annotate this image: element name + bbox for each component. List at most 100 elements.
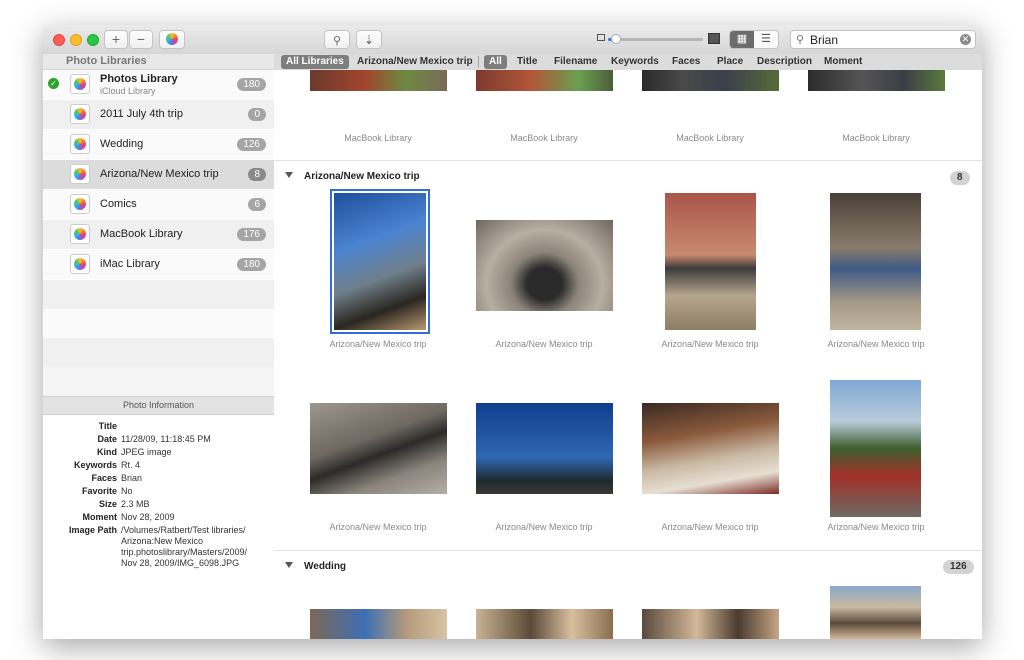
info-value xyxy=(121,421,261,432)
photo-thumbnail[interactable] xyxy=(665,193,756,330)
all-libraries-button[interactable]: All Libraries xyxy=(281,55,349,69)
photo-thumbnail[interactable] xyxy=(830,380,921,517)
photo-thumbnail[interactable] xyxy=(310,70,447,91)
photo-thumbnail[interactable] xyxy=(310,609,447,639)
sidebar-item-2011-july-4th-trip[interactable]: 2011 July 4th trip 0 xyxy=(43,100,274,130)
library-icon xyxy=(70,74,90,94)
disclosure-triangle-icon[interactable] xyxy=(285,562,293,568)
section-title: Wedding xyxy=(304,561,347,572)
info-value: 11/28/09, 11:18:45 PM xyxy=(121,434,211,444)
toolbar: + − ⚲ ⇣ ▦ ☰ ⚲ Brian ✕ xyxy=(43,25,982,55)
import-button[interactable]: ⇣ xyxy=(356,30,382,49)
app-window: + − ⚲ ⇣ ▦ ☰ ⚲ Brian ✕ Photo Libraries ✓ xyxy=(43,25,982,639)
find-button[interactable]: ⚲ xyxy=(324,30,350,49)
library-count: 176 xyxy=(237,228,266,241)
zoom-slider[interactable] xyxy=(608,38,703,41)
photo-thumbnail[interactable] xyxy=(476,403,613,494)
filter-place-button[interactable]: Place xyxy=(717,56,744,67)
photo-thumbnail[interactable] xyxy=(830,193,921,330)
remove-library-button[interactable]: − xyxy=(129,30,153,49)
list-icon: ☰ xyxy=(761,33,771,45)
info-key: Faces xyxy=(91,473,117,483)
photo-thumbnail[interactable] xyxy=(830,586,921,639)
photo-thumbnail[interactable] xyxy=(642,70,779,91)
filter-divider xyxy=(478,56,479,68)
photo-caption: MacBook Library xyxy=(842,133,910,143)
zoom-window-button[interactable] xyxy=(87,34,99,46)
info-row-size: Size 2.3 MB xyxy=(43,499,274,510)
section-count-badge: 8 xyxy=(950,171,970,185)
photo-thumbnail[interactable] xyxy=(476,70,613,91)
search-icon: ⚲ xyxy=(796,34,805,46)
clear-search-icon[interactable]: ✕ xyxy=(960,34,971,45)
photo-thumbnail[interactable] xyxy=(476,609,613,639)
photo-caption: MacBook Library xyxy=(676,133,744,143)
info-key: Size xyxy=(98,499,117,509)
sidebar-item-macbook-library[interactable]: MacBook Library 176 xyxy=(43,220,274,250)
info-key: Favorite xyxy=(81,486,117,496)
library-name: MacBook Library xyxy=(100,228,183,240)
filter-faces-button[interactable]: Faces xyxy=(672,56,701,67)
checkmark-icon: ✓ xyxy=(48,78,59,89)
zoom-slider-knob[interactable] xyxy=(610,34,621,44)
info-value: No xyxy=(121,486,133,496)
filter-description-button[interactable]: Description xyxy=(757,56,813,67)
view-mode-control: ▦ ☰ xyxy=(729,30,779,49)
info-key: Moment xyxy=(82,512,118,522)
photo-thumbnail[interactable] xyxy=(808,70,945,91)
magnifier-icon: ⚲ xyxy=(332,35,342,47)
info-row-faces: Faces Brian xyxy=(43,473,274,484)
sidebar-item-wedding[interactable]: Wedding 126 xyxy=(43,130,274,160)
info-value: Rt. 4 xyxy=(121,460,141,470)
photo-thumbnail[interactable] xyxy=(642,609,779,639)
photos-flower-icon xyxy=(166,33,178,45)
download-arrow-icon: ⇣ xyxy=(363,33,375,47)
info-value: Nov 28, 2009 xyxy=(121,512,175,522)
photo-thumbnail-selected[interactable] xyxy=(330,189,430,334)
info-value: JPEG image xyxy=(121,447,172,457)
library-name: Photos Library xyxy=(100,73,178,85)
photo-thumbnail[interactable] xyxy=(642,403,779,494)
sidebar-item-photos-library[interactable]: ✓ Photos Library iCloud Library 180 xyxy=(43,70,274,100)
info-value: /Volumes/Ratbert/Test libraries/ Arizona… xyxy=(121,525,248,568)
info-key: Image Path xyxy=(68,525,117,535)
filter-filename-button[interactable]: Filename xyxy=(554,56,598,67)
library-icon xyxy=(70,194,90,214)
search-input[interactable]: Brian xyxy=(810,33,839,47)
empty-row xyxy=(43,309,274,338)
section-divider xyxy=(274,160,982,161)
disclosure-triangle-icon[interactable] xyxy=(285,172,293,178)
filter-moment-button[interactable]: Moment xyxy=(824,56,863,67)
filter-all-button[interactable]: All xyxy=(484,55,507,69)
minimize-window-button[interactable] xyxy=(70,34,82,46)
info-key: Kind xyxy=(97,447,117,457)
list-view-button[interactable]: ☰ xyxy=(754,31,778,48)
photo-thumbnail[interactable] xyxy=(476,220,613,311)
photos-app-button[interactable] xyxy=(159,30,185,49)
sidebar-item-comics[interactable]: Comics 6 xyxy=(43,190,274,220)
grid-icon: ▦ xyxy=(736,33,748,45)
grid-view-button[interactable]: ▦ xyxy=(730,31,754,48)
library-icon xyxy=(70,224,90,244)
photo-caption: Arizona/New Mexico trip xyxy=(495,339,593,349)
library-name: Arizona/New Mexico trip xyxy=(100,168,219,180)
filter-keywords-button[interactable]: Keywords xyxy=(611,56,659,67)
library-count: 6 xyxy=(248,198,266,211)
sidebar-item-arizona-new-mexico-trip[interactable]: Arizona/New Mexico trip 8 xyxy=(43,160,274,190)
search-field[interactable]: ⚲ Brian ✕ xyxy=(790,30,976,49)
current-library-button[interactable]: Arizona/New Mexico trip xyxy=(357,56,473,67)
library-count: 0 xyxy=(248,108,266,121)
photo-caption: Arizona/New Mexico trip xyxy=(661,339,759,349)
close-window-button[interactable] xyxy=(53,34,65,46)
sidebar-item-imac-library[interactable]: iMac Library 180 xyxy=(43,250,274,280)
library-icon xyxy=(70,254,90,274)
section-divider xyxy=(274,550,982,551)
photo-thumbnail[interactable] xyxy=(310,403,447,494)
sidebar-header: Photo Libraries xyxy=(43,54,274,70)
filter-title-button[interactable]: Title xyxy=(517,56,538,67)
add-library-button[interactable]: + xyxy=(104,30,128,49)
photo-information-header: Photo Information xyxy=(43,396,274,415)
library-icon xyxy=(70,104,90,124)
large-photo-icon xyxy=(708,33,720,44)
section-count-badge: 126 xyxy=(943,560,974,574)
